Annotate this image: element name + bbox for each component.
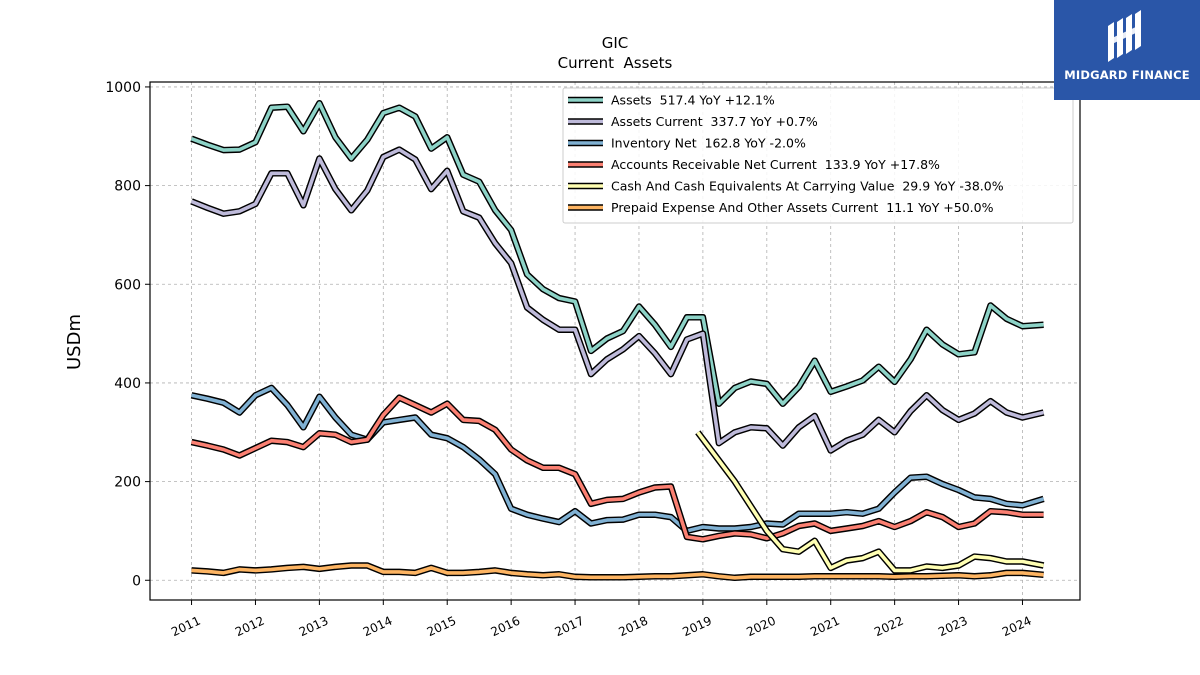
legend-label: Cash And Cash Equivalents At Carrying Va… (611, 179, 1004, 194)
legend-label: Assets 517.4 YoY +12.1% (611, 93, 775, 108)
y-tick-label: 200 (114, 475, 141, 491)
series-line (191, 563, 1044, 580)
series-line (191, 395, 1044, 542)
legend-label: Assets Current 337.7 YoY +0.7% (611, 114, 818, 129)
midgard-logo-icon (1108, 10, 1141, 62)
series-lines (190, 99, 1045, 582)
logo-text: MIDGARD FINANCE (1064, 68, 1190, 82)
y-tick-label: 600 (114, 277, 141, 293)
series-line (190, 147, 1045, 453)
y-tick-label: 0 (132, 573, 141, 589)
legend-label: Inventory Net 162.8 YoY -2.0% (611, 136, 806, 151)
series-line (190, 101, 1044, 406)
legend-box (562, 87, 1074, 224)
midgard-finance-logo: MIDGARD FINANCE (1054, 0, 1200, 100)
y-tick-label: 800 (114, 179, 141, 195)
chart-title: GIC (602, 34, 629, 52)
y-tick-label: 400 (114, 376, 141, 392)
legend: Assets 517.4 YoY +12.1% Assets Current 33… (562, 87, 1074, 224)
plot-frame (149, 81, 1081, 601)
series-line (696, 431, 1044, 573)
legend-label: Prepaid Expense And Other Assets Current… (611, 200, 994, 215)
y-tick-label: 1000 (105, 80, 141, 96)
y-axis-label: USDm (64, 314, 85, 370)
legend-label: Accounts Receivable Net Current 133.9 Yo… (611, 157, 940, 172)
series-line (191, 386, 1045, 533)
chart-subtitle: Current Assets (558, 54, 673, 72)
